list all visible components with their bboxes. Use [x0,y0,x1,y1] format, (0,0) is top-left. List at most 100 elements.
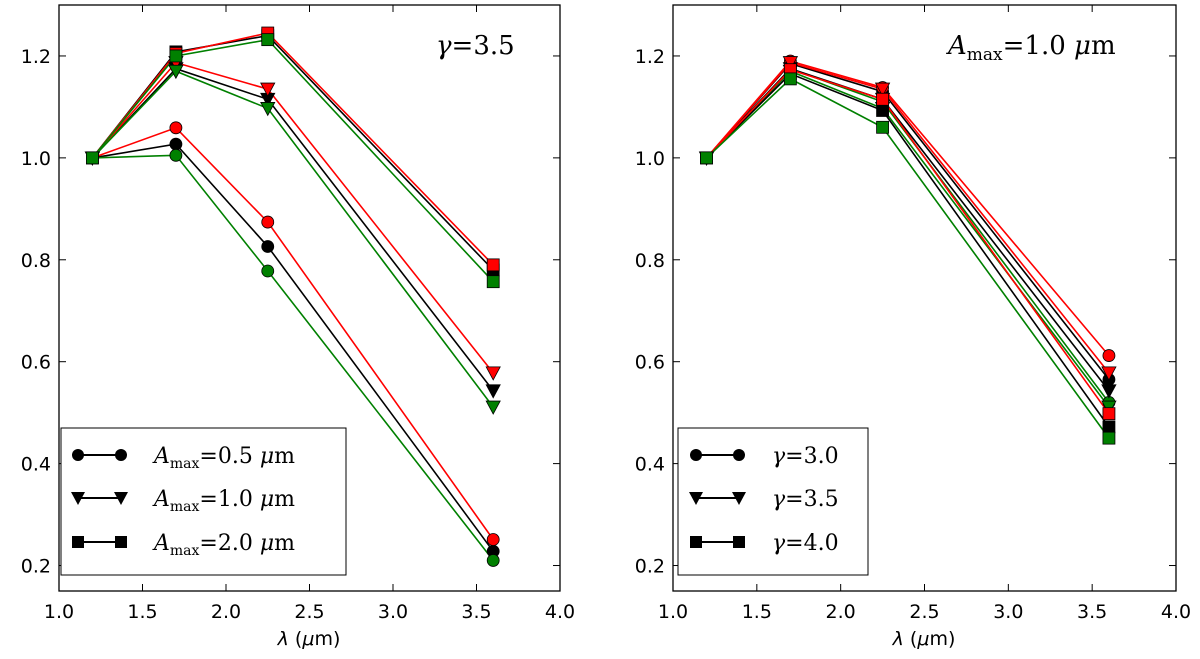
right-legend-marker-triangle [689,492,703,505]
left-x-tick-label: 2.0 [211,601,241,623]
left-point-triangle-down-green [168,64,184,80]
right-legend-label-0: γ=3.0 [772,444,839,469]
left-point-circle-red [486,533,500,546]
left-series-line-square-red [91,32,494,266]
right-y-tick-label: 0.2 [635,556,665,578]
right-panel: 1.0 1.5 2.0 2.5 3.0 3.5 4.00.20.40.60.81.01.2 … [635,4,1191,650]
left-ticks: 1.0 1.5 2.0 2.5 3.0 3.5 4.0 0.2 0.4 0.6 0.8 1.0 1.2 [21,5,575,623]
left-y-tick-label: 0.2 [21,556,51,578]
left-panel: 1.0 1.5 2.0 2.5 3.0 3.5 4.00.20.40.60.81.01.2 … [21,4,575,650]
right-legend-entry-1: γ=3.5 [689,487,839,512]
left-point-circle-red [261,215,275,229]
left-series-line-triangle-down-black [91,67,494,392]
left-point-circle-green [261,264,275,278]
right-point-square-green [783,72,797,86]
right-x-tick-label: 2.5 [909,601,939,623]
right-point-square-black [876,104,889,117]
right-series-line-circle-red [705,60,1110,357]
left-series-line-circle-black [92,143,494,552]
right-series-layer [698,54,1117,445]
right-legend-marker-triangle [732,492,746,505]
right-point-triangle-down-red [1101,366,1117,381]
left-legend-box [60,427,347,576]
left-point-triangle-down-red [260,82,276,97]
right-point-triangle-down-red [782,56,799,71]
left-point-triangle-down-green [260,102,276,117]
left-x-tick-label: 1.5 [127,601,157,623]
left-legend-entry-1: Amax=1.0 μm [71,487,295,515]
left-point-circle-green [486,554,500,567]
right-y-tick-label: 0.6 [635,352,665,374]
right-legend-marker-square [733,536,745,548]
left-legend-marker-triangle [114,492,128,505]
left-point-square-green [86,151,99,165]
left-point-square-green [261,33,275,47]
right-point-square-red [1102,407,1116,421]
left-series-line-triangle-down-red [91,61,494,374]
left-legend-entry-0: Amax=0.5 μm [72,444,295,472]
right-y-tick-label: 0.8 [635,250,665,272]
left-legend-label-2: Amax=2.0 μm [152,531,295,559]
right-ticks: 1.0 1.5 2.0 2.5 3.0 3.5 4.0 0.2 0.4 0.6 0.8 1.0 1.2 [635,5,1191,623]
right-legend-entry-2: γ=4.0 [690,531,839,556]
right-point-square-green [876,120,889,134]
right-legend-marker-circle [690,449,702,461]
left-x-tick-label: 3.5 [461,601,491,623]
left-x-tick-label: 2.5 [294,601,324,623]
left-legend-marker-square [115,536,127,548]
left-legend-marker-circle [115,449,127,461]
left-annotation-gamma: γ=3.5 [436,31,515,61]
right-series-line-square-red [705,68,1110,415]
left-y-tick-label: 0.8 [21,250,51,272]
left-legend-marker-triangle [71,492,85,505]
right-point-square-green [700,151,713,165]
left-series-line-square-green [91,38,494,283]
right-point-square-black [1102,420,1116,434]
right-legend: γ=3.0 γ=3.5 γ=4.0 [677,427,869,576]
left-y-tick-label: 0.4 [21,454,51,476]
right-legend-entry-0: γ=3.0 [690,444,839,469]
left-point-square-red [486,258,500,272]
left-point-square-green [169,49,183,63]
right-x-tick-label: 1.5 [742,601,772,623]
right-annotation-amax: Amax=1.0 μm [946,31,1116,65]
left-series-layer [84,26,501,567]
left-point-circle-red [169,121,183,135]
left-point-circle-black [261,240,275,253]
right-series-line-square-black [705,72,1110,428]
right-y-tick-label: 1.0 [635,148,665,170]
left-legend-entry-2: Amax=2.0 μm [72,531,295,559]
left-legend-marker-square [72,536,84,548]
left-y-tick-label: 1.2 [21,46,51,68]
left-x-tick-label: 3.0 [378,601,408,623]
left-x-axis-label: λ (μm) [277,628,341,650]
left-point-triangle-down-black [485,384,501,399]
left-y-tick-label: 0.6 [21,352,51,374]
left-point-square-green [486,275,500,289]
right-point-square-red [876,92,889,106]
right-x-tick-label: 2.0 [826,601,856,623]
right-y-tick-label: 0.4 [635,454,665,476]
right-series-line-circle-green [705,67,1110,403]
left-y-tick-label: 1.0 [21,148,51,170]
left-legend-marker-circle [72,449,84,461]
right-x-tick-label: 3.5 [1077,601,1107,623]
left-series-line-circle-red [92,126,494,540]
left-x-tick-label: 1.0 [44,601,74,623]
left-point-circle-green [169,148,183,162]
right-point-triangle-down-black [1101,384,1117,399]
left-x-tick-label: 4.0 [545,601,575,623]
right-x-axis-label: λ (μm) [892,628,956,650]
left-series-line-triangle-down-green [91,70,494,408]
left-point-triangle-down-green [485,400,501,415]
right-legend-marker-circle [733,449,745,461]
right-point-square-green [1102,431,1116,445]
left-series-line-circle-green [92,154,494,561]
right-legend-box [677,427,869,576]
right-x-tick-label: 4.0 [1161,601,1191,623]
right-legend-marker-square [690,536,702,548]
left-legend: Amax=0.5 μm Amax=1.0 μm Amax=2.0 μm [60,427,347,576]
right-y-tick-label: 1.2 [635,46,665,68]
right-legend-label-1: γ=3.5 [772,487,839,512]
